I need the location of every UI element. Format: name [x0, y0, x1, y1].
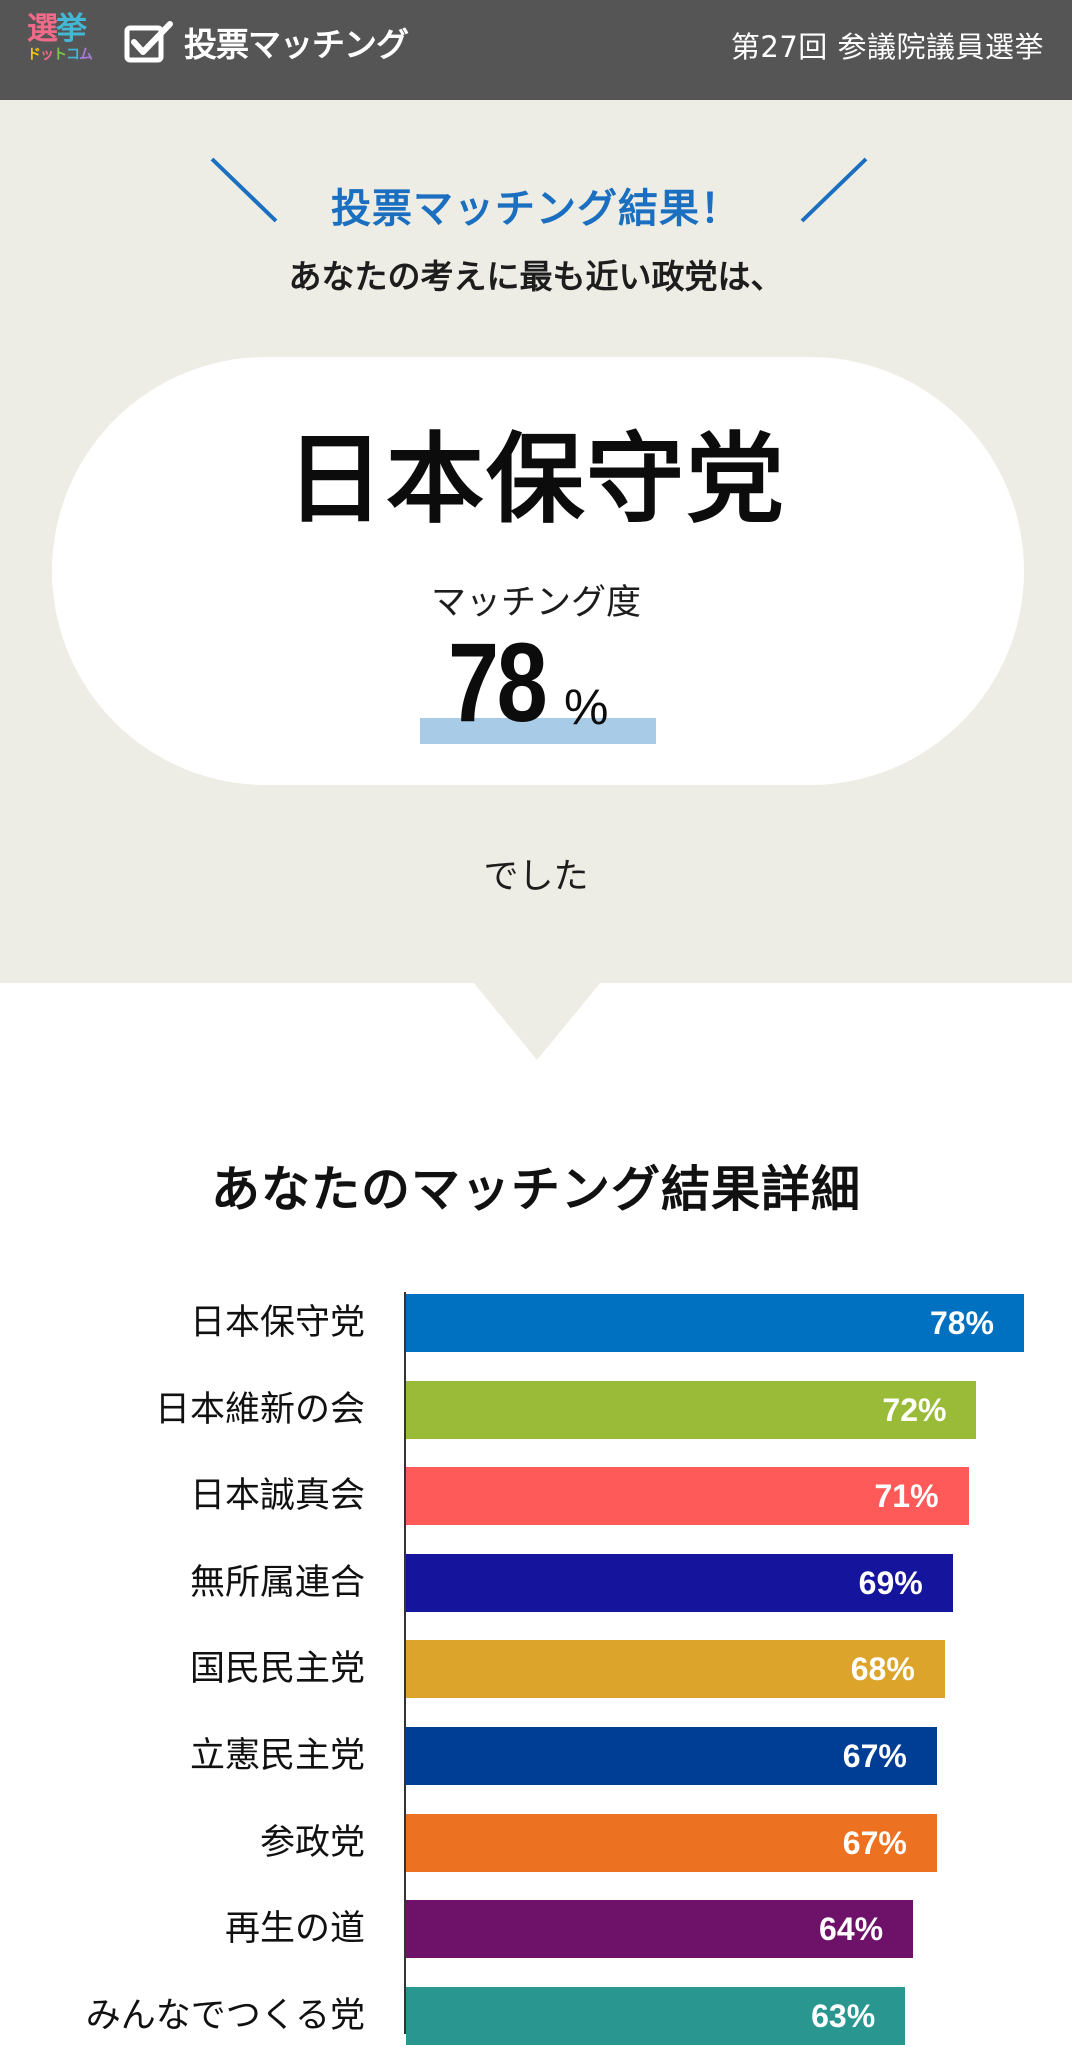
- chart-row: 日本維新の会 72%: [0, 1380, 1072, 1439]
- logo-subtext-char: ト: [53, 47, 67, 63]
- result-lead: あなたの考えに最も近い政党は、: [288, 257, 784, 296]
- chart-row: みんなでつくる党 63%: [0, 1986, 1072, 2045]
- match-bar: 71%: [406, 1467, 969, 1526]
- match-percent-label: 78%: [929, 1305, 994, 1341]
- match-percent-label: 67%: [842, 1824, 907, 1861]
- top-party-name: 日本保守党: [285, 423, 786, 537]
- speech-pointer: [473, 982, 601, 1060]
- logo-subtext-char: ム: [79, 47, 93, 63]
- party-label: 再生の道: [224, 1909, 365, 1950]
- logo-subtext-char: ド: [27, 47, 41, 63]
- checkbox-icon: [124, 21, 173, 63]
- logo-subtext: ドットコム: [27, 48, 99, 62]
- result-tail-text: でした: [483, 857, 589, 897]
- match-percent-label: 64%: [819, 1911, 884, 1948]
- chart-row: 日本保守党 78%: [0, 1294, 1072, 1352]
- party-label: 立憲民主党: [189, 1736, 365, 1776]
- score-highlight-bar: [420, 718, 656, 744]
- party-label: 日本保守党: [189, 1303, 365, 1343]
- matching-score-value: 78: [448, 620, 548, 745]
- chart-row: 無所属連合 69%: [0, 1553, 1072, 1612]
- vote-matching-logo[interactable]: 投票マッチング: [124, 18, 409, 66]
- party-label: 無所属連合: [189, 1562, 365, 1603]
- party-label: 日本誠真会: [189, 1476, 365, 1517]
- match-bar: 63%: [406, 1986, 906, 2045]
- match-bar: 78%: [406, 1294, 1024, 1352]
- chart-row: 国民民主党 68%: [0, 1640, 1072, 1699]
- chart-row: 日本誠真会 71%: [0, 1467, 1072, 1526]
- senkyo-dotcom-logo[interactable]: 選挙 ドットコム: [27, 14, 99, 70]
- election-name: 第27回 参議院議員選挙: [730, 30, 1044, 64]
- result-bubble: [52, 357, 1024, 785]
- logo-char: 選: [27, 11, 58, 47]
- match-percent-label: 69%: [858, 1564, 923, 1601]
- logo-char: 挙: [56, 11, 87, 47]
- decorative-slash-right: [800, 157, 868, 223]
- match-bar: 69%: [406, 1553, 953, 1612]
- match-bar: 67%: [406, 1727, 937, 1785]
- match-percent-label: 67%: [842, 1738, 907, 1774]
- party-label: 参政党: [259, 1822, 365, 1863]
- chart-row: 立憲民主党 67%: [0, 1727, 1072, 1785]
- match-percent-label: 63%: [811, 1997, 876, 2034]
- match-percent-label: 71%: [874, 1478, 939, 1515]
- party-label: みんなでつくる党: [85, 1995, 365, 2036]
- party-label: 国民民主党: [189, 1649, 365, 1690]
- match-bar: 67%: [406, 1813, 937, 1872]
- detail-title: あなたのマッチング結果詳細: [210, 1161, 861, 1218]
- matching-score-label: マッチング度: [430, 583, 641, 623]
- chart-axis-line: [404, 1292, 406, 2034]
- chart-row: 参政党 67%: [0, 1813, 1072, 1872]
- match-bar: 68%: [406, 1640, 945, 1699]
- match-bar: 72%: [406, 1380, 977, 1439]
- match-bar: 64%: [406, 1900, 914, 1959]
- match-percent-label: 68%: [850, 1651, 915, 1688]
- logo-subtext-char: ッ: [40, 47, 54, 63]
- top-header: 選挙 ドットコム 投票マッチング 第27回 参議院議員選挙: [0, 0, 1072, 100]
- matching-score-unit: %: [564, 679, 609, 735]
- matching-bar-chart: 日本保守党 78% 日本維新の会 72% 日本誠真会 71% 無所属連合 69% 国民民主党 68…: [0, 1292, 1072, 2045]
- app-title: 投票マッチング: [184, 25, 409, 64]
- result-headline: 投票マッチング結果！: [331, 186, 741, 232]
- party-label: 日本維新の会: [154, 1389, 365, 1430]
- logo-subtext-char: コ: [66, 47, 80, 63]
- match-percent-label: 72%: [882, 1391, 947, 1428]
- chart-row: 再生の道 64%: [0, 1900, 1072, 1959]
- decorative-slash-left: [210, 157, 278, 223]
